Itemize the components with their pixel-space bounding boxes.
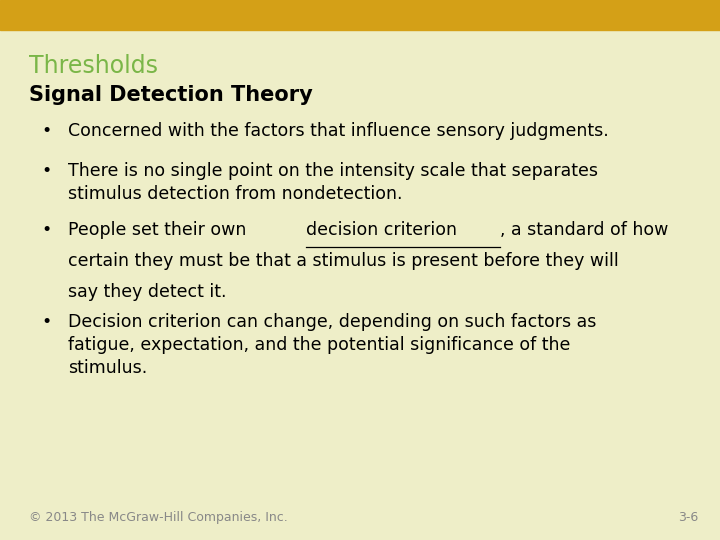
Text: •: •: [42, 221, 52, 239]
Text: certain they must be that a stimulus is present before they will: certain they must be that a stimulus is …: [68, 252, 619, 270]
Text: , a standard of how: , a standard of how: [500, 221, 669, 239]
Bar: [0, 0, 720, 30]
Text: Concerned with the factors that influence sensory judgments.: Concerned with the factors that influenc…: [68, 122, 609, 139]
Text: •: •: [42, 162, 52, 180]
Text: © 2013 The McGraw-Hill Companies, Inc.: © 2013 The McGraw-Hill Companies, Inc.: [29, 511, 287, 524]
Text: There is no single point on the intensity scale that separates
stimulus detectio: There is no single point on the intensit…: [68, 162, 598, 203]
Text: •: •: [42, 122, 52, 139]
Text: 3-6: 3-6: [678, 511, 698, 524]
Text: Signal Detection Theory: Signal Detection Theory: [29, 85, 312, 105]
Text: People set their own: People set their own: [68, 221, 252, 239]
Text: •: •: [42, 313, 52, 331]
Text: say they detect it.: say they detect it.: [68, 283, 227, 301]
Text: Thresholds: Thresholds: [29, 54, 158, 78]
Text: Decision criterion can change, depending on such factors as
fatigue, expectation: Decision criterion can change, depending…: [68, 313, 597, 377]
Text: decision criterion: decision criterion: [306, 221, 456, 239]
